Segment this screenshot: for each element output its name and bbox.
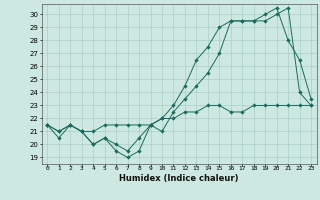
X-axis label: Humidex (Indice chaleur): Humidex (Indice chaleur) (119, 174, 239, 183)
